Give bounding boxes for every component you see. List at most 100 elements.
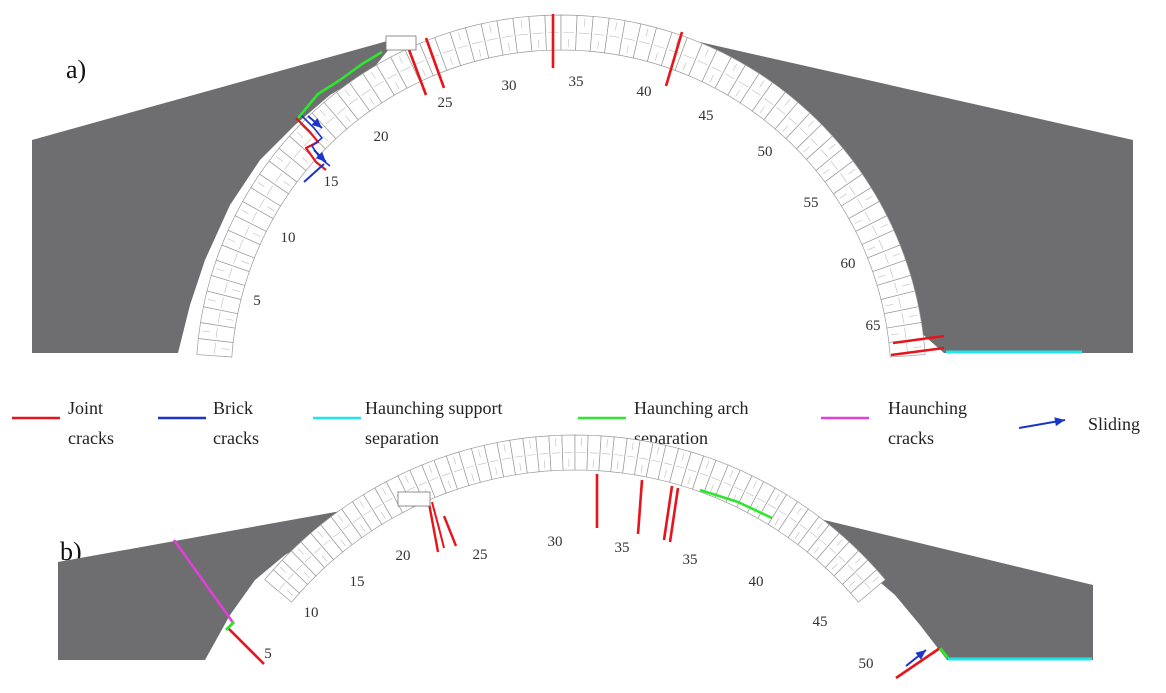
- brick-joint-line: [345, 115, 351, 123]
- legend-label: Haunching: [888, 398, 967, 418]
- brick-bond-line: [687, 469, 697, 473]
- brick-bond-line: [663, 462, 673, 466]
- brick-bond-line: [884, 253, 889, 264]
- brick-joint-line: [359, 500, 365, 508]
- panel-a-arch: [196, 14, 926, 358]
- brick-bond-line: [711, 477, 720, 481]
- brick-joint-line: [597, 41, 599, 50]
- brick-joint-line: [453, 456, 457, 465]
- brick-bond-line: [683, 54, 694, 59]
- legend-label: Sliding: [1088, 414, 1140, 434]
- brick-joint-line: [370, 71, 376, 79]
- brick-bond-line: [295, 564, 303, 572]
- crown-block: [385, 35, 417, 51]
- brick-joint-line: [729, 470, 734, 478]
- brick-bond-line: [738, 81, 748, 88]
- brick-bond-line: [353, 517, 361, 523]
- legend-item-haunching-cracks: Haunching cracks: [821, 398, 967, 448]
- brick-joint-line: [253, 232, 261, 237]
- brick-joint-line: [296, 131, 304, 138]
- legend-item-haunching-support-separation: Haunching support separation: [313, 398, 502, 448]
- brick-bond-line: [517, 33, 529, 36]
- brick-joint-line: [286, 590, 294, 596]
- brick-joint-line: [369, 97, 375, 105]
- panel-a-crack-marks: [295, 14, 1082, 357]
- brick-joint-line: [428, 465, 433, 474]
- brick-bond-line: [840, 173, 847, 183]
- legend-label: separation: [365, 428, 439, 448]
- brick-bond-line: [723, 481, 732, 486]
- legend-item-brick-cracks: Brick cracks: [158, 398, 259, 448]
- brick-bond-line: [333, 531, 341, 538]
- brick-joint-line: [822, 169, 830, 175]
- brick-joint-line: [232, 289, 241, 292]
- voussoir-number: 65: [866, 318, 881, 334]
- joint-crack: [431, 501, 445, 549]
- brick-bond-line: [889, 267, 894, 279]
- brick-joint-line: [267, 206, 275, 211]
- panel-a: a) 5 10 15 20 25 30 35 40 45 50 55 60 65: [32, 14, 1133, 358]
- brick-bond-line: [220, 297, 224, 309]
- brick-joint-line: [225, 318, 234, 321]
- brick-joint-line: [732, 63, 738, 71]
- brick-bond-line: [639, 41, 650, 45]
- brick-joint-line: [803, 146, 810, 153]
- brick-bond-line: [810, 138, 819, 147]
- brick-bond-line: [487, 38, 498, 41]
- brick-joint-line: [909, 314, 918, 317]
- brick-bond-line: [214, 342, 216, 354]
- legend-label: Brick: [213, 398, 253, 418]
- brick-joint-line: [848, 168, 856, 175]
- brick-joint-line: [890, 333, 899, 336]
- brick-joint-line: [885, 303, 894, 307]
- brick-bond-line: [337, 107, 346, 115]
- brick-bond-line: [293, 149, 302, 158]
- brick-bond-line: [266, 185, 274, 195]
- brick-joint-line: [704, 49, 709, 57]
- brick-bond-line: [374, 503, 382, 509]
- brick-bond-line: [539, 453, 549, 455]
- haunching-arch-separation: [297, 50, 383, 119]
- brick-bond-line: [789, 517, 797, 523]
- brick-joint-line: [202, 330, 211, 333]
- brick-joint-line: [839, 193, 847, 199]
- brick-joint-line: [478, 449, 481, 458]
- panel-a-label: a): [66, 55, 86, 84]
- brick-bond-line: [751, 89, 761, 96]
- joint-crack: [424, 37, 446, 89]
- brick-bond-line: [799, 524, 808, 530]
- brick-bond-line: [725, 73, 735, 80]
- voussoir-number: 5: [264, 646, 272, 662]
- brick-bond-line: [829, 547, 837, 554]
- joint-crack: [895, 646, 941, 680]
- brick-bond-line: [872, 225, 878, 236]
- brick-joint-line: [626, 45, 629, 54]
- brick-bond-line: [819, 539, 827, 546]
- brick-bond-line: [323, 539, 331, 546]
- voussoir-number: 25: [473, 547, 488, 563]
- brick-bond-line: [675, 465, 685, 469]
- brick-bond-line: [830, 160, 838, 170]
- haunching-arch-separation: [938, 647, 950, 659]
- brick-joint-line: [759, 80, 765, 88]
- brick-bond-line: [778, 510, 787, 516]
- brick-bond-line: [768, 503, 776, 509]
- brick-joint-line: [775, 493, 780, 501]
- brick-joint-line: [257, 182, 265, 187]
- brick-bond-line: [901, 312, 905, 324]
- brick-bond-line: [809, 531, 817, 538]
- brick-joint-line: [796, 507, 802, 515]
- brick-bond-line: [287, 573, 294, 581]
- brick-joint-line: [421, 68, 426, 76]
- brick-joint-line: [489, 25, 492, 34]
- brick-bond-line: [864, 211, 871, 222]
- brick-joint-line: [227, 238, 236, 243]
- sliding-arrow: [307, 115, 323, 129]
- brick-joint-line: [867, 246, 876, 251]
- brick-bond-line: [457, 44, 468, 49]
- brick-bond-line: [609, 35, 620, 38]
- brick-joint-line: [831, 563, 838, 570]
- brick-bond-line: [275, 173, 282, 183]
- brick-bond-line: [878, 239, 884, 250]
